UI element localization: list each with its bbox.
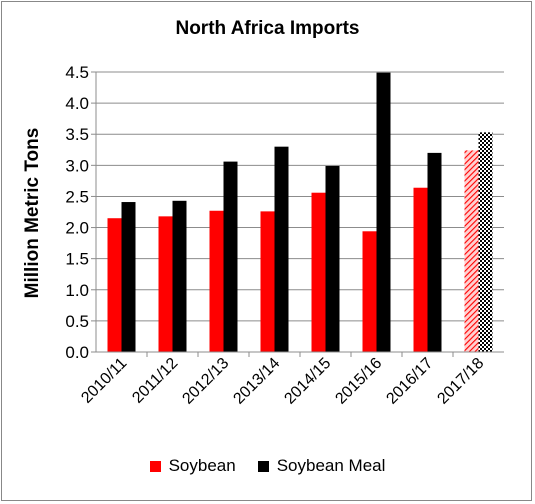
y-tick-label: 3.0: [65, 156, 89, 175]
y-tick-label: 2.0: [65, 219, 89, 238]
soybean-meal-bar-2015-16: [376, 72, 391, 352]
y-tick-labels: 0.0 0.5 1.0 1.5 2.0 2.5 3.0 3.5 4.0 4.5: [65, 63, 89, 362]
legend-label: Soybean: [168, 456, 236, 475]
legend-label: Soybean Meal: [276, 456, 386, 475]
soybean-bar-2011-12: [158, 216, 173, 352]
soybean-bar-2016-17: [413, 187, 428, 352]
y-tick-label: 1.0: [65, 281, 89, 300]
soybean-meal-bar-2013-14: [274, 146, 289, 352]
soybean-meal-bar-2014-15: [325, 165, 340, 352]
legend-swatch: [149, 460, 161, 472]
y-tick-label: 3.5: [65, 125, 89, 144]
legend-item: Soybean Meal: [257, 456, 386, 476]
soybean-bar-2012-13: [209, 210, 224, 352]
x-tick-label: 2017/18: [434, 355, 487, 408]
soybean-bar-2013-14: [260, 211, 275, 352]
x-tick-label: 2011/12: [129, 355, 181, 407]
x-tick-label: 2016/17: [383, 355, 436, 408]
x-tick-label: 2015/16: [332, 355, 385, 408]
y-tick-label: 4.5: [65, 63, 89, 82]
gridlines: [91, 71, 504, 357]
x-tick-label: 2014/15: [281, 355, 334, 408]
y-tick-label: 0.5: [65, 312, 89, 331]
soybean-meal-bar-2010-11: [121, 202, 136, 352]
x-tick-label: 2013/14: [230, 355, 283, 408]
x-tick-labels: 2010/112011/122012/132013/142014/152015/…: [78, 355, 487, 408]
legend: Soybean Soybean Meal: [0, 456, 535, 476]
legend-item: Soybean: [149, 456, 236, 476]
soybean-bar-2010-11: [107, 218, 122, 352]
soybean-meal-bar-2016-17: [427, 152, 442, 352]
axes: [95, 72, 504, 353]
chart-title: North Africa Imports: [175, 18, 360, 39]
y-tick-label: 1.5: [65, 250, 89, 269]
soybean-bar-2017-18: [464, 150, 479, 352]
soybean-bar-2014-15: [311, 192, 326, 352]
soybean-meal-bar-2017-18: [478, 132, 493, 352]
soybean-meal-bar-2012-13: [223, 161, 238, 352]
legend-swatch: [257, 460, 269, 472]
soybean-bar-2015-16: [362, 231, 377, 352]
y-tick-label: 0.0: [65, 343, 89, 362]
bars: [107, 72, 493, 352]
x-tick-label: 2012/13: [179, 355, 232, 408]
y-tick-label: 2.5: [65, 187, 89, 206]
y-tick-label: 4.0: [65, 94, 89, 113]
x-tick-label: 2010/11: [78, 355, 130, 407]
soybean-meal-bar-2011-12: [172, 200, 187, 352]
